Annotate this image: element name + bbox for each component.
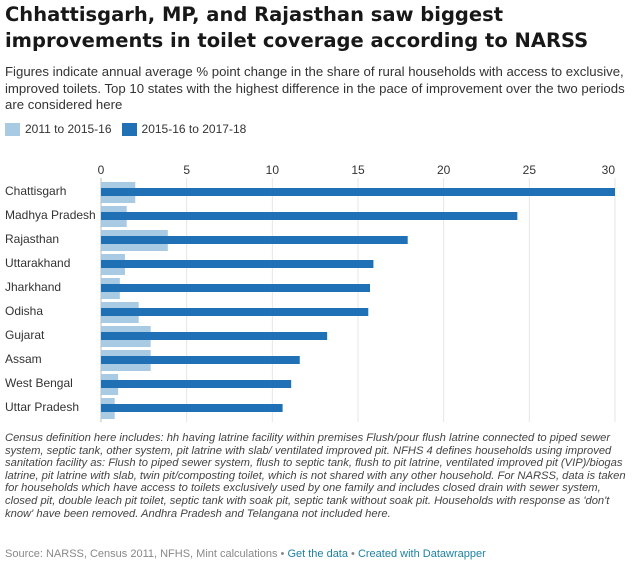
source-text: Source: NARSS, Census 2011, NFHS, Mint c…	[5, 548, 278, 560]
category-label: Chattisgarh	[5, 184, 66, 198]
category-label: Jharkhand	[5, 280, 61, 294]
x-tick-label: 25	[523, 163, 537, 177]
bar-series-2	[101, 188, 615, 196]
category-label: Gujarat	[5, 328, 45, 342]
legend: 2011 to 2015-16 2015-16 to 2017-18	[5, 122, 256, 136]
legend-item-series-1: 2011 to 2015-16	[5, 122, 112, 136]
bar-series-2	[101, 260, 374, 268]
x-tick-label: 0	[98, 163, 105, 177]
x-tick-label: 15	[351, 163, 365, 177]
chart-notes: Census definition here includes: hh havi…	[5, 432, 626, 520]
bar-series-2	[101, 236, 408, 244]
category-label: Odisha	[5, 304, 43, 318]
legend-label-series-1: 2011 to 2015-16	[25, 122, 112, 136]
x-tick-label: 20	[437, 163, 451, 177]
created-with-datawrapper-link[interactable]: Created with Datawrapper	[357, 548, 486, 560]
category-label: Rajasthan	[5, 232, 59, 246]
x-tick-label: 10	[266, 163, 280, 177]
category-label: Assam	[5, 352, 42, 366]
chart-subtitle: Figures indicate annual average % point …	[5, 64, 625, 112]
bar-series-2	[101, 212, 518, 220]
category-label: Uttarakhand	[5, 256, 70, 270]
chart-title: Chhattisgarh, MP, and Rajasthan saw bigg…	[5, 3, 589, 52]
bar-series-2	[101, 332, 328, 340]
category-label: West Bengal	[5, 376, 73, 390]
legend-swatch-series-2	[121, 122, 137, 136]
x-tick-label: 30	[602, 163, 616, 177]
legend-label-series-2: 2015-16 to 2017-18	[141, 122, 247, 136]
category-label: Madhya Pradesh	[5, 208, 96, 222]
bar-series-2	[101, 380, 292, 388]
bar-series-2	[101, 308, 369, 316]
category-label: Uttar Pradesh	[5, 400, 79, 414]
bar-chart: 0 5 10 15 20 25 30 Chattisgarh Madhya Pradesh Raj…	[5, 163, 616, 422]
chart-footer: Source: NARSS, Census 2011, NFHS, Mint c…	[5, 548, 486, 560]
footer-separator: •	[347, 548, 358, 560]
legend-item-series-2: 2015-16 to 2017-18	[121, 122, 247, 136]
bar-series-2	[101, 404, 283, 412]
footer-separator: •	[277, 548, 288, 560]
bar-series-2	[101, 356, 300, 364]
x-tick-label: 5	[183, 163, 190, 177]
bar-series-2	[101, 284, 370, 292]
legend-swatch-series-1	[5, 122, 20, 136]
get-the-data-link[interactable]: Get the data	[287, 548, 348, 560]
